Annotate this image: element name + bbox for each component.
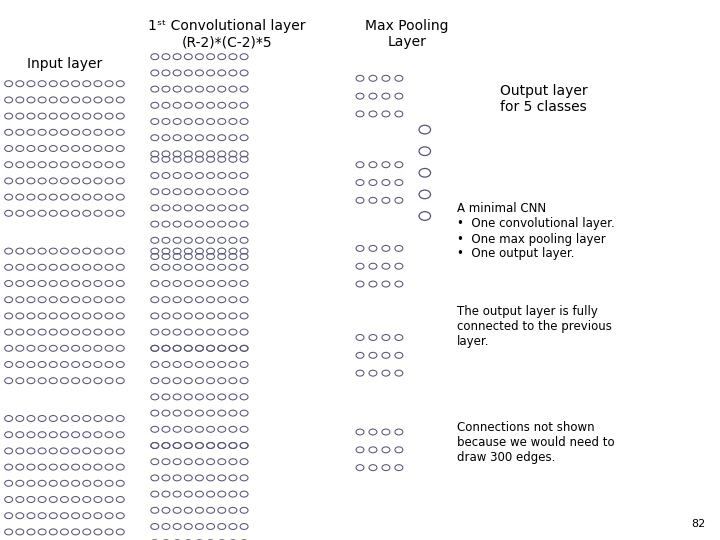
Text: Connections not shown
because we would need to
draw 300 edges.: Connections not shown because we would n… [457,421,615,464]
Text: Max Pooling
Layer: Max Pooling Layer [365,19,449,49]
Text: 82: 82 [691,519,706,529]
Text: Input layer: Input layer [27,57,102,71]
Text: The output layer is fully
connected to the previous
layer.: The output layer is fully connected to t… [457,305,612,348]
Text: 1ˢᵗ Convolutional layer
(R-2)*(C-2)*5: 1ˢᵗ Convolutional layer (R-2)*(C-2)*5 [148,19,305,49]
Text: A minimal CNN
•  One convolutional layer.
•  One max pooling layer
•  One output: A minimal CNN • One convolutional layer.… [457,202,615,260]
Text: Output layer
for 5 classes: Output layer for 5 classes [500,84,588,114]
